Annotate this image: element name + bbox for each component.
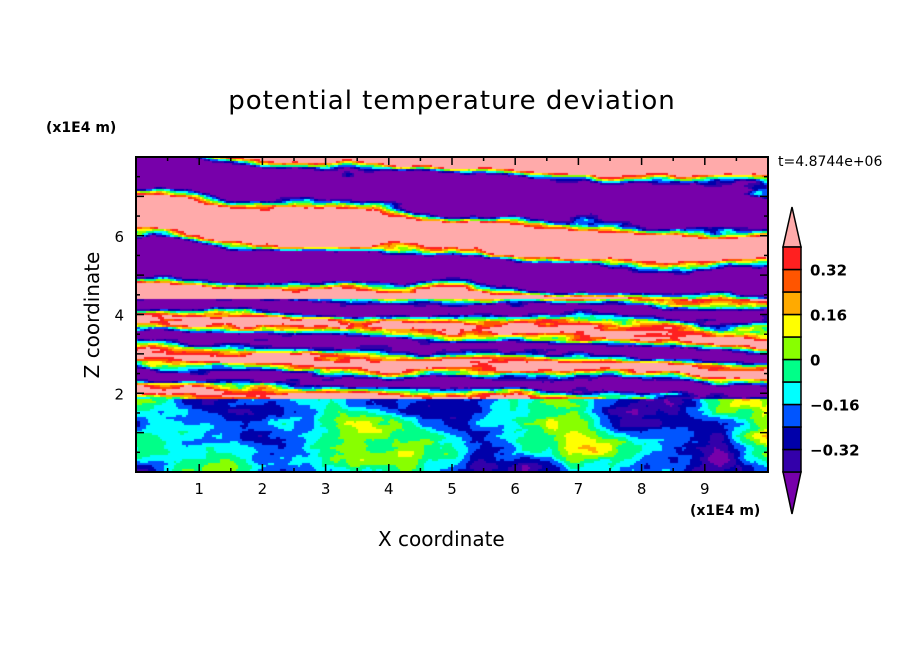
colorbar-box	[782, 358, 802, 383]
x-axis-unit: (x1E4 m)	[690, 503, 761, 519]
colorbar-box	[782, 291, 802, 316]
contour-field	[136, 157, 768, 472]
colorbar-box	[782, 268, 802, 293]
y-tick-label: 6	[114, 228, 124, 246]
colorbar-extend-top	[782, 206, 802, 248]
colorbar-box	[782, 313, 802, 338]
x-tick-label: 9	[700, 480, 710, 498]
y-tick-label: 4	[114, 307, 124, 325]
colorbar-tick-label: 0.32	[810, 262, 847, 280]
colorbar-box	[782, 246, 802, 271]
y-axis-unit: (x1E4 m)	[46, 120, 117, 136]
x-tick-label: 1	[194, 480, 204, 498]
colorbar-box	[782, 336, 802, 361]
x-tick-label: 3	[321, 480, 331, 498]
x-tick-label: 5	[447, 480, 457, 498]
time-label: t=4.8744e+06	[778, 154, 883, 170]
colorbar-box	[782, 448, 802, 473]
colorbar-box	[782, 403, 802, 428]
x-tick-label: 2	[258, 480, 268, 498]
colorbar-tick-label: −0.32	[810, 442, 860, 460]
colorbar-tick-label: 0	[810, 352, 820, 370]
x-tick-label: 4	[384, 480, 394, 498]
colorbar-tick-label: 0.16	[810, 307, 847, 325]
x-axis-label: X coordinate	[378, 527, 505, 551]
plot-frame	[135, 156, 769, 473]
colorbar-tick-label: −0.16	[810, 397, 860, 415]
colorbar-box	[782, 426, 802, 451]
x-tick-label: 6	[510, 480, 520, 498]
colorbar-box	[782, 381, 802, 406]
y-tick-label: 2	[114, 385, 124, 403]
x-tick-label: 8	[637, 480, 647, 498]
chart-title: potential temperature deviation	[228, 86, 676, 116]
x-tick-label: 7	[574, 480, 584, 498]
colorbar-extend-bottom	[782, 471, 802, 515]
